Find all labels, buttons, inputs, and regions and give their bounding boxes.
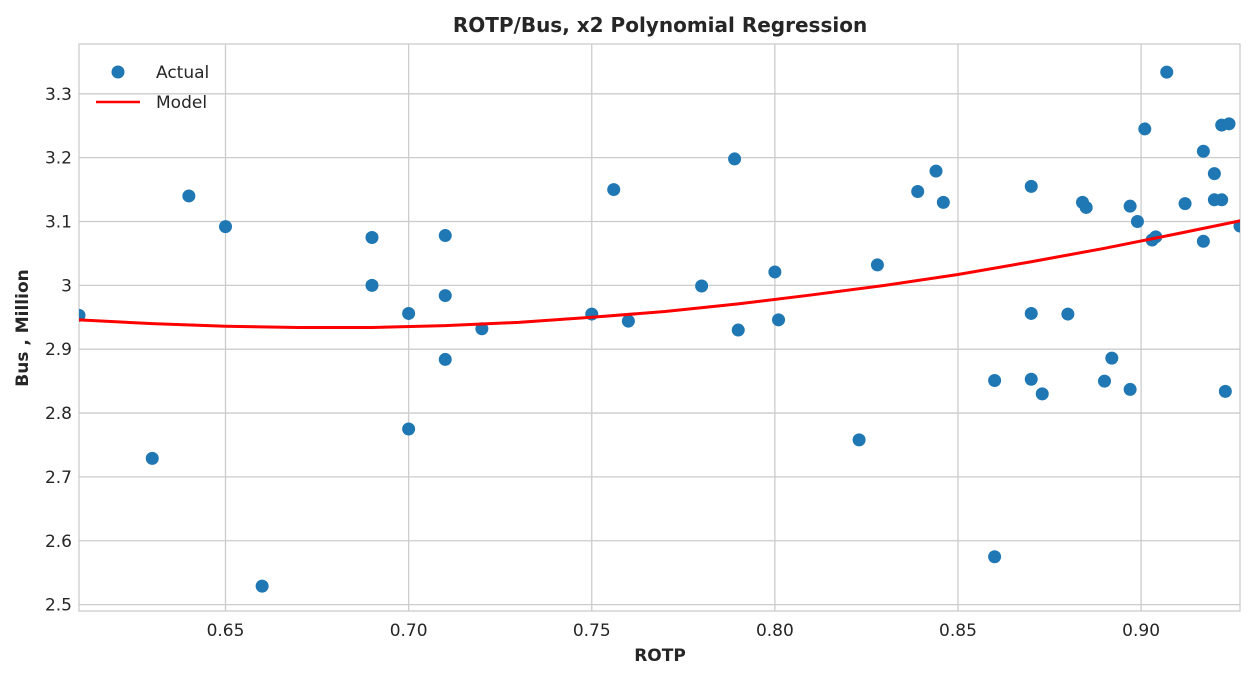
data-point	[1061, 307, 1075, 321]
y-axis-label: Bus , Million	[13, 269, 33, 386]
y-tick-labels: 2.5 2.6 2.7 2.8 2.9 3 3.1 3.2 3.3	[45, 85, 72, 616]
data-point	[365, 230, 379, 244]
data-point	[911, 184, 925, 198]
data-point	[621, 314, 635, 328]
data-point	[1215, 193, 1229, 207]
y-tick-label: 2.7	[45, 468, 72, 488]
data-point	[218, 220, 232, 234]
x-tick-label: 0.85	[939, 621, 977, 641]
data-point	[255, 579, 269, 593]
y-tick-label: 2.8	[45, 404, 72, 424]
data-point	[870, 258, 884, 272]
grid-layer	[79, 44, 1240, 611]
data-point	[1138, 122, 1152, 136]
plot-frame	[78, 43, 1241, 612]
data-point	[1123, 199, 1137, 213]
data-point	[1178, 197, 1192, 211]
data-point	[772, 313, 786, 327]
legend: Actual Model	[96, 63, 209, 113]
data-point	[929, 164, 943, 178]
x-tick-label: 0.65	[207, 621, 245, 641]
data-point	[852, 433, 866, 447]
data-point	[402, 422, 416, 436]
y-tick-label: 3.2	[45, 149, 72, 169]
legend-marker-actual	[111, 65, 125, 79]
data-point	[145, 451, 159, 465]
model-curve	[79, 219, 1240, 329]
data-point	[1024, 306, 1038, 320]
legend-label-actual: Actual	[156, 63, 209, 83]
data-point	[438, 352, 452, 366]
data-point	[1035, 387, 1049, 401]
y-tick-label: 2.5	[45, 596, 72, 616]
plot-area	[79, 65, 1240, 593]
data-point	[1079, 200, 1093, 214]
data-point	[438, 289, 452, 303]
x-tick-label: 0.70	[390, 621, 428, 641]
y-tick-label: 3.3	[45, 85, 72, 105]
x-tick-label: 0.75	[573, 621, 611, 641]
y-tick-label: 3.1	[45, 213, 72, 233]
data-point	[728, 152, 742, 166]
data-point	[1024, 372, 1038, 386]
data-point	[1207, 167, 1221, 181]
data-point	[1160, 65, 1174, 79]
data-point	[988, 373, 1002, 387]
data-point	[1222, 117, 1236, 131]
legend-label-model: Model	[156, 93, 207, 113]
data-point	[1097, 374, 1111, 388]
x-tick-labels: 0.65 0.70 0.75 0.80 0.85 0.90	[207, 621, 1160, 641]
data-point	[695, 279, 709, 293]
y-tick-label: 2.6	[45, 532, 72, 552]
data-point	[1196, 234, 1210, 248]
data-point	[1196, 144, 1210, 158]
data-point	[365, 278, 379, 292]
x-tick-label: 0.90	[1122, 621, 1160, 641]
data-point	[1024, 179, 1038, 193]
model-line	[79, 219, 1240, 329]
data-point	[936, 195, 950, 209]
y-tick-label: 2.9	[45, 340, 72, 360]
data-point	[1218, 384, 1232, 398]
data-point	[988, 550, 1002, 564]
data-point	[768, 265, 782, 279]
data-point	[182, 189, 196, 203]
scatter-points	[79, 65, 1240, 593]
data-point	[1105, 351, 1119, 365]
x-tick-label: 0.80	[756, 621, 794, 641]
data-point	[1130, 215, 1144, 229]
data-point	[402, 306, 416, 320]
data-point	[731, 323, 745, 337]
y-tick-label: 3	[61, 276, 72, 296]
data-point	[1123, 382, 1137, 396]
data-point	[438, 229, 452, 243]
chart-title: ROTP/Bus, x2 Polynomial Regression	[453, 13, 867, 37]
x-axis-label: ROTP	[634, 646, 686, 666]
data-point	[607, 183, 621, 197]
